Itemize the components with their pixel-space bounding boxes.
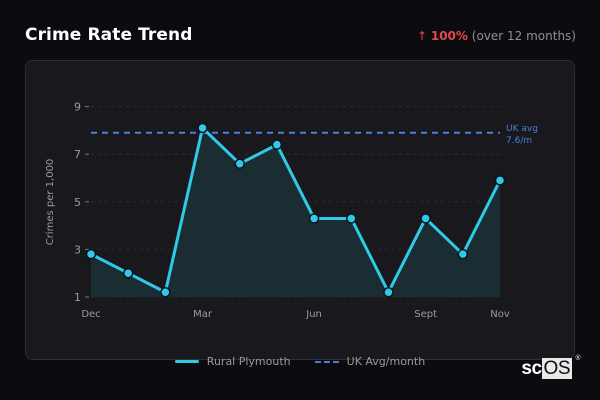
legend-series-label: Rural Plymouth [206, 355, 291, 368]
x-tick-label: Nov [490, 309, 510, 320]
logo-text-b: OS [541, 358, 572, 379]
data-point[interactable] [271, 139, 283, 150]
series-line [90, 126, 502, 294]
uk-avg-label: UK avg [506, 124, 538, 134]
data-point[interactable] [420, 213, 431, 224]
data-point[interactable] [308, 213, 320, 224]
x-tick-label: Mar [193, 309, 213, 320]
scos-logo: sc OS ® [521, 355, 580, 380]
x-tick-label: Jun [305, 309, 322, 320]
y-axis-label: Crimes per 1,000 [45, 159, 56, 246]
data-point[interactable] [85, 248, 97, 260]
legend-item-avg[interactable]: UK Avg/month [314, 355, 426, 368]
data-point[interactable] [494, 175, 506, 186]
data-point[interactable] [457, 248, 469, 260]
series-area [91, 128, 500, 297]
legend-item-series[interactable]: Rural Plymouth [174, 355, 291, 368]
x-tick-label: Dec [81, 309, 100, 320]
page-title: Crime Rate Trend [25, 25, 193, 45]
data-point[interactable] [383, 286, 394, 298]
chart-legend: Rural Plymouth UK Avg/month [0, 355, 600, 368]
data-point[interactable] [160, 286, 171, 298]
data-point[interactable] [346, 213, 357, 224]
uk-avg-value: 7.6/m [506, 136, 532, 146]
dashed-line-swatch-icon [314, 360, 339, 363]
y-tick-label: 1 [74, 291, 81, 304]
y-tick-label: 5 [74, 196, 81, 209]
change-percent: 100% [430, 29, 468, 43]
solid-line-swatch-icon [174, 360, 199, 363]
registered-mark: ® [575, 355, 580, 362]
change-note: (over 12 months) [471, 29, 576, 43]
x-tick-label: Sept [414, 309, 437, 320]
legend-avg-label: UK Avg/month [346, 355, 426, 368]
data-point[interactable] [197, 122, 208, 134]
y-tick-label: 3 [74, 243, 81, 256]
arrow-up-icon: ↑ [416, 29, 428, 43]
data-point[interactable] [234, 158, 245, 169]
y-tick-label: 7 [74, 148, 81, 161]
trend-change: ↑ 100% (over 12 months) [417, 29, 576, 43]
data-point[interactable] [122, 267, 134, 279]
y-tick-label: 9 [74, 101, 81, 114]
logo-text-a: sc [521, 358, 542, 379]
